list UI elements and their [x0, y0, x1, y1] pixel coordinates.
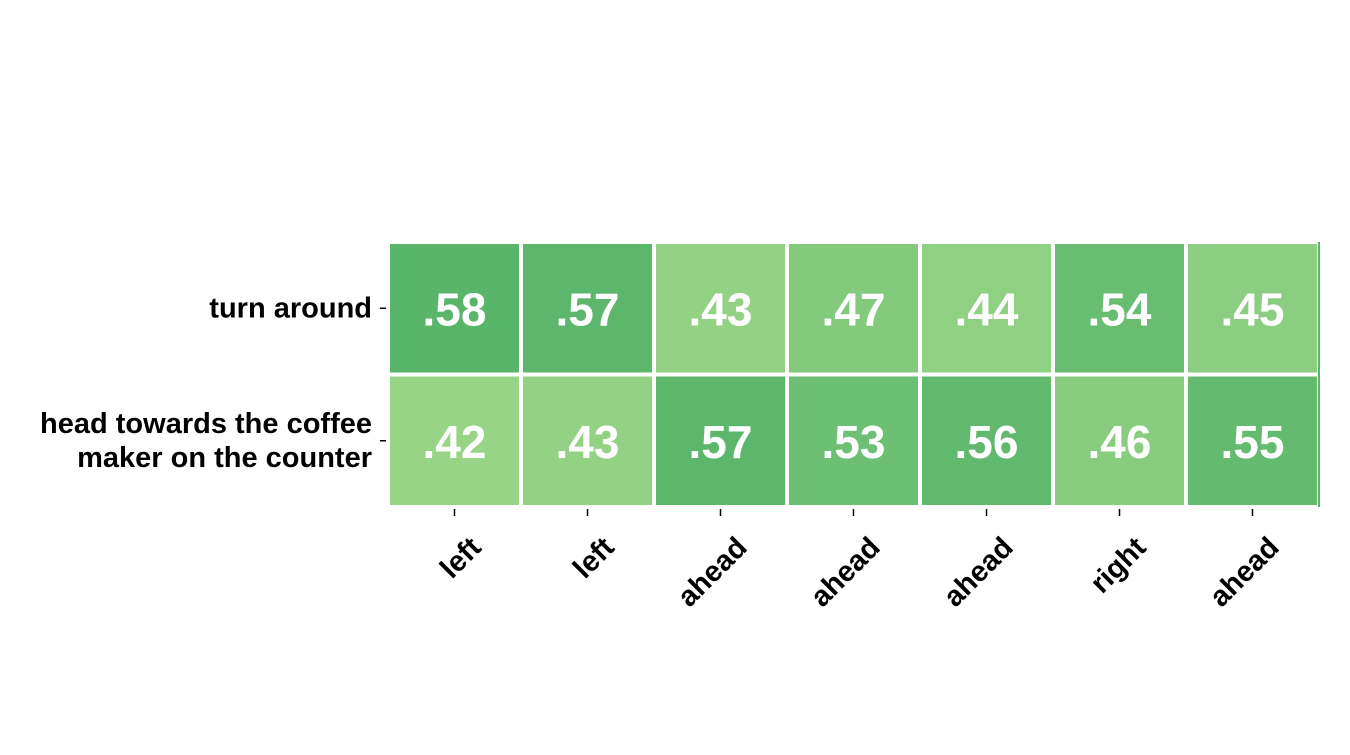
- heatmap-cell: [1188, 244, 1317, 373]
- heatmap-cell: [922, 244, 1051, 373]
- heatmap-cell: [390, 244, 519, 373]
- heatmap-cell: [789, 244, 918, 373]
- column-label: left: [434, 531, 488, 585]
- cells-layer: .58 .57 .43 .47 .44 .54 .45 .42 .43 .57 .53 .56 .46.…: [390, 242, 1320, 507]
- heatmap-cell: [922, 376, 1051, 505]
- column-labels-layer: left left ahead ahead ahead right ahead: [434, 509, 1286, 613]
- heatmap-cell: [656, 376, 785, 505]
- row-label: maker on the counter: [77, 442, 372, 474]
- cell-value-label: .58: [423, 283, 487, 335]
- cell-value-label: .57: [689, 416, 753, 468]
- cell-value-label: .47: [822, 283, 886, 335]
- cell-value-label: .45: [1221, 283, 1285, 335]
- heatmap-cell: [1055, 376, 1184, 505]
- heatmap-cell: [523, 244, 652, 373]
- row-label: head towards the coffee: [40, 408, 372, 440]
- column-label: ahead: [938, 531, 1020, 613]
- cell-value-label: .43: [556, 416, 620, 468]
- cell-value-label: .55: [1221, 416, 1285, 468]
- heatmap-cell: [523, 376, 652, 505]
- cell-value-label: .44: [955, 283, 1019, 335]
- column-label: ahead: [672, 531, 754, 613]
- cell-value-label: .56: [955, 416, 1019, 468]
- cell-value-label: .46: [1088, 416, 1152, 468]
- cell-value-label: .53: [822, 416, 886, 468]
- right-edge-strip: [1318, 242, 1320, 507]
- column-label: ahead: [1204, 531, 1286, 613]
- cell-value-label: .43: [689, 283, 753, 335]
- row-labels-layer: turn around head towards the coffeemaker …: [40, 292, 386, 474]
- cell-value-label: .42: [423, 416, 487, 468]
- cell-value-label: .54: [1088, 283, 1152, 335]
- column-label: ahead: [805, 531, 887, 613]
- heatmap-cell: [390, 376, 519, 505]
- row-label: turn around: [209, 292, 372, 324]
- column-label: left: [567, 531, 621, 585]
- heatmap-cell: [656, 244, 785, 373]
- column-label: right: [1084, 531, 1152, 599]
- heatmap-cell: [1055, 244, 1184, 373]
- heatmap-cell: [1188, 376, 1317, 505]
- cell-value-label: .57: [556, 283, 620, 335]
- heatmap-cell: [789, 376, 918, 505]
